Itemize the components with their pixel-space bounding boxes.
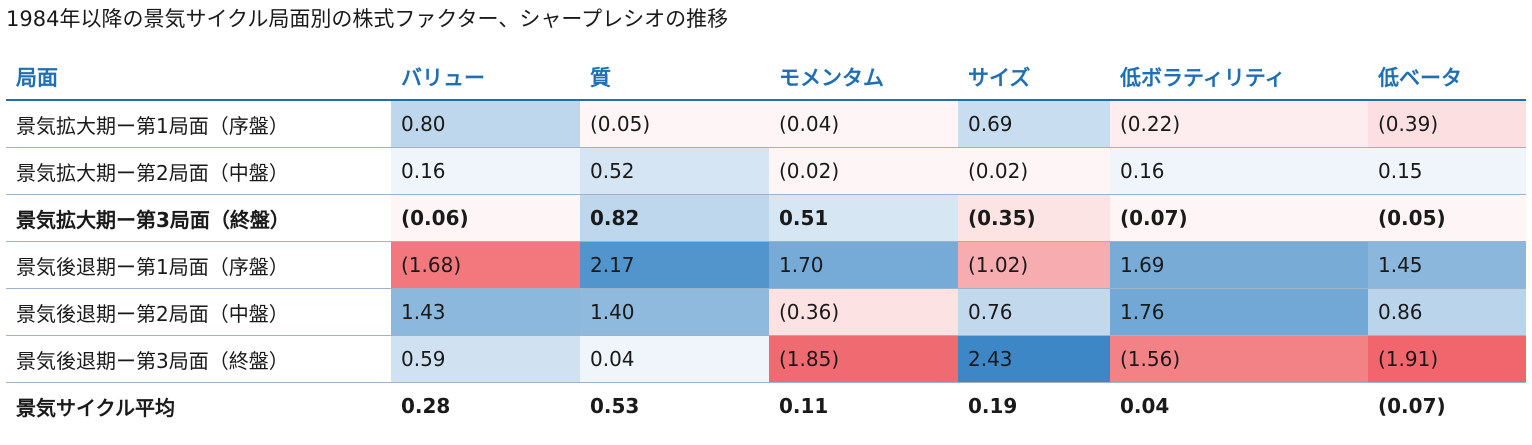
- value-cell: 0.15: [1368, 148, 1526, 195]
- value-cell: (0.35): [958, 195, 1110, 242]
- value-cell: (0.05): [580, 101, 769, 148]
- column-header: サイズ: [958, 55, 1110, 101]
- value-cell: 2.17: [580, 242, 769, 289]
- table-row: 景気拡大期ー第3局面（終盤） (0.06) 0.82 0.51 (0.35) (0.07)…: [6, 195, 1526, 242]
- value-cell: 0.11: [779, 394, 829, 418]
- header-row: 局面 バリュー 質 モメンタム サイズ 低ボラティリティ 低ベータ: [6, 55, 1526, 101]
- column-header: 質: [580, 55, 769, 101]
- value-cell: 0.52: [580, 148, 769, 195]
- value-cell: 1.76: [1110, 289, 1368, 336]
- value-cell: (0.06): [391, 195, 580, 242]
- value-cell: 0.51: [769, 195, 958, 242]
- value-cell: 0.59: [391, 336, 580, 383]
- value-cell: 0.76: [958, 289, 1110, 336]
- value-cell: 0.80: [391, 101, 580, 148]
- value-cell: (0.02): [769, 148, 958, 195]
- value-cell: (0.36): [769, 289, 958, 336]
- value-cell: (0.39): [1368, 101, 1526, 148]
- value-cell: (0.22): [1110, 101, 1368, 148]
- value-cell: 2.43: [958, 336, 1110, 383]
- value-cell: (1.91): [1368, 336, 1526, 383]
- value-cell: 0.04: [1120, 394, 1170, 418]
- table-row: 景気後退期ー第2局面（中盤） 1.43 1.40 (0.36) 0.76 1.76 0.86: [6, 289, 1526, 336]
- value-cell: 1.45: [1368, 242, 1526, 289]
- column-header: バリュー: [391, 55, 580, 101]
- value-cell: 0.86: [1368, 289, 1526, 336]
- row-label: 景気拡大期ー第1局面（序盤）: [6, 101, 391, 148]
- row-header: 局面: [6, 55, 391, 101]
- row-label: 景気後退期ー第1局面（序盤）: [6, 242, 391, 289]
- value-cell: 0.82: [580, 195, 769, 242]
- value-cell: (1.02): [958, 242, 1110, 289]
- row-label: 景気拡大期ー第3局面（終盤）: [6, 195, 391, 242]
- value-cell: (1.85): [769, 336, 958, 383]
- row-label: 景気後退期ー第3局面（終盤）: [6, 336, 391, 383]
- value-cell: 0.28: [401, 394, 451, 418]
- value-cell: 0.16: [1110, 148, 1368, 195]
- chart-title: 1984年以降の景気サイクル局面別の株式ファクター、シャープレシオの推移: [6, 7, 729, 31]
- value-cell: 0.69: [958, 101, 1110, 148]
- value-cell: 1.40: [580, 289, 769, 336]
- value-cell: (1.68): [391, 242, 580, 289]
- table-row: 景気サイクル平均 0.28 0.53 0.11 0.19 0.04 (0.07): [6, 383, 1526, 429]
- value-cell: (0.07): [1110, 195, 1368, 242]
- value-cell: 0.16: [391, 148, 580, 195]
- value-cell: 0.53: [590, 394, 640, 418]
- table-row: 景気拡大期ー第1局面（序盤） 0.80 (0.05) (0.04) 0.69 (0.22)…: [6, 101, 1526, 148]
- table-row: 景気後退期ー第3局面（終盤） 0.59 0.04 (1.85) 2.43 (1.56) (1…: [6, 336, 1526, 383]
- sharpe-ratio-table: 局面 バリュー 質 モメンタム サイズ 低ボラティリティ 低ベータ 景気拡大期ー…: [6, 55, 1526, 429]
- table-row: 景気拡大期ー第2局面（中盤） 0.16 0.52 (0.02) (0.02) 0.16 0.…: [6, 148, 1526, 195]
- row-label: 景気サイクル平均: [16, 395, 175, 420]
- value-cell: 1.43: [391, 289, 580, 336]
- value-cell: (0.07): [1378, 394, 1446, 418]
- column-header: 低ベータ: [1368, 55, 1526, 101]
- value-cell: 1.69: [1110, 242, 1368, 289]
- value-cell: (0.05): [1368, 195, 1526, 242]
- table-row: 景気後退期ー第1局面（序盤） (1.68) 2.17 1.70 (1.02) 1.69 1.…: [6, 242, 1526, 289]
- column-header: モメンタム: [769, 55, 958, 101]
- value-cell: 0.19: [968, 394, 1018, 418]
- row-label: 景気後退期ー第2局面（中盤）: [6, 289, 391, 336]
- row-label: 景気拡大期ー第2局面（中盤）: [6, 148, 391, 195]
- table-body: 景気拡大期ー第1局面（序盤） 0.80 (0.05) (0.04) 0.69 (0.22)…: [6, 101, 1526, 429]
- column-header: 低ボラティリティ: [1110, 55, 1368, 101]
- value-cell: (0.04): [769, 101, 958, 148]
- value-cell: 0.04: [580, 336, 769, 383]
- value-cell: 1.70: [769, 242, 958, 289]
- value-cell: (0.02): [958, 148, 1110, 195]
- value-cell: (1.56): [1110, 336, 1368, 383]
